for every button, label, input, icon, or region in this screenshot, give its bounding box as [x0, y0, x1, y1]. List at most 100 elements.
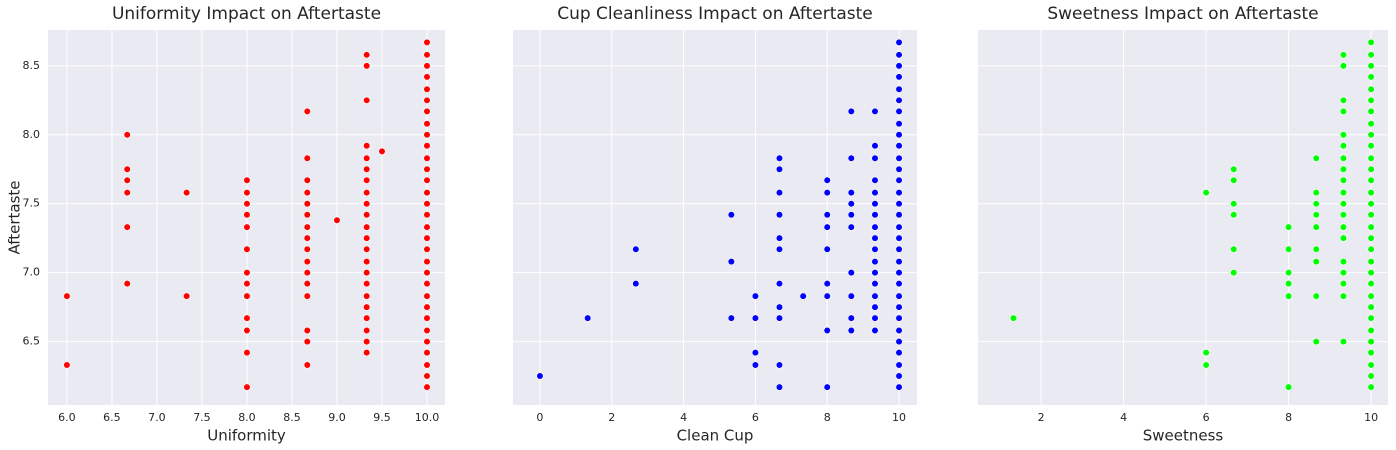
scatter-point — [871, 107, 879, 115]
scatter-point — [895, 107, 903, 115]
x-tick-label: 8.0 — [238, 411, 256, 424]
scatter-point — [243, 383, 251, 391]
scatter-point — [1284, 280, 1293, 288]
scatter-point — [423, 223, 431, 231]
scatter-point — [775, 234, 784, 242]
scatter-point — [1367, 383, 1375, 391]
scatter-point — [871, 269, 879, 277]
scatter-point — [1339, 176, 1348, 184]
scatter-point — [871, 176, 879, 184]
scatter-point — [1339, 223, 1348, 231]
scatter-point — [871, 200, 879, 208]
scatter-point — [823, 326, 831, 335]
scatter-point — [1367, 326, 1375, 335]
scatter-point — [895, 38, 903, 47]
scatter-point — [243, 223, 251, 231]
scatter-point — [775, 383, 784, 391]
x-tick-label: 8 — [1285, 411, 1292, 424]
chart-title: Cup Cleanliness Impact on Aftertaste — [557, 4, 873, 24]
scatter-point — [423, 258, 431, 266]
scatter-point — [303, 280, 311, 288]
scatter-point — [303, 223, 311, 231]
scatter-point — [363, 154, 371, 162]
scatter-point — [423, 200, 431, 208]
scatter-point — [243, 349, 251, 357]
scatter-point — [847, 292, 855, 300]
scatter-point — [363, 314, 371, 322]
scatter-point — [423, 245, 431, 253]
scatter-point — [1367, 258, 1375, 266]
y-tick-label: 8.0 — [23, 128, 41, 141]
scatter-point — [243, 280, 251, 288]
x-axis-label: Uniformity — [207, 427, 286, 445]
scatter-point — [1284, 383, 1293, 391]
scatter-point — [799, 292, 807, 300]
scatter-point — [1367, 51, 1375, 59]
scatter-point — [1367, 292, 1375, 300]
scatter-point — [775, 165, 784, 173]
scatter-point — [871, 223, 879, 231]
x-tick-label: 9.5 — [373, 411, 391, 424]
scatter-point — [1312, 245, 1320, 253]
scatter-point — [895, 142, 903, 150]
scatter-point — [423, 337, 431, 346]
scatter-point — [895, 165, 903, 173]
x-tick-label: 10 — [892, 411, 906, 424]
scatter-point — [1367, 142, 1375, 150]
scatter-point — [847, 211, 855, 219]
chart-title: Uniformity Impact on Aftertaste — [112, 4, 381, 24]
scatter-point — [1339, 234, 1348, 242]
scatter-point — [363, 292, 371, 300]
y-tick-label: 7.0 — [23, 266, 41, 279]
scatter-point — [1367, 223, 1375, 231]
scatter-point — [1367, 269, 1375, 277]
scatter-point — [1367, 120, 1375, 128]
scatter-point — [1312, 154, 1320, 162]
scatter-point — [123, 176, 131, 184]
scatter-point — [1312, 258, 1320, 266]
scatter-point — [363, 165, 371, 173]
scatter-point — [847, 200, 855, 208]
scatter-point — [775, 303, 784, 311]
scatter-point — [423, 372, 431, 380]
scatter-point — [1230, 269, 1238, 277]
scatter-point — [423, 165, 431, 173]
scatter-point — [775, 361, 784, 369]
scatter-point — [1367, 303, 1375, 311]
scatter-point — [1367, 245, 1375, 253]
scatter-point — [423, 142, 431, 150]
scatter-point — [895, 234, 903, 242]
x-tick-label: 4 — [1120, 411, 1127, 424]
scatter-point — [1339, 51, 1348, 59]
scatter-point — [895, 383, 903, 391]
scatter-point — [871, 245, 879, 253]
scatter-point — [1367, 165, 1375, 173]
scatter-point — [1312, 211, 1320, 219]
scatter-point — [727, 258, 735, 266]
scatter-point — [423, 189, 431, 197]
scatter-point — [895, 154, 903, 162]
scatter-point — [775, 280, 784, 288]
scatter-point — [243, 245, 251, 253]
scatter-point — [1367, 361, 1375, 369]
y-tick-label: 6.5 — [23, 335, 41, 348]
scatter-point — [847, 223, 855, 231]
scatter-point — [871, 234, 879, 242]
scatter-point — [895, 372, 903, 380]
scatter-point — [1339, 107, 1348, 115]
scatter-point — [423, 303, 431, 311]
scatter-point — [363, 280, 371, 288]
scatter-point — [895, 176, 903, 184]
scatter-point — [363, 96, 371, 104]
scatter-point — [1367, 211, 1375, 219]
scatter-point — [378, 147, 386, 155]
scatter-point — [1009, 314, 1018, 322]
scatter-point — [363, 234, 371, 242]
scatter-point — [363, 245, 371, 253]
scatter-point — [243, 200, 251, 208]
scatter-point — [423, 73, 431, 81]
scatter-point — [423, 51, 431, 59]
scatter-point — [63, 361, 71, 369]
x-tick-label: 7.5 — [193, 411, 211, 424]
scatter-point — [1367, 62, 1375, 70]
